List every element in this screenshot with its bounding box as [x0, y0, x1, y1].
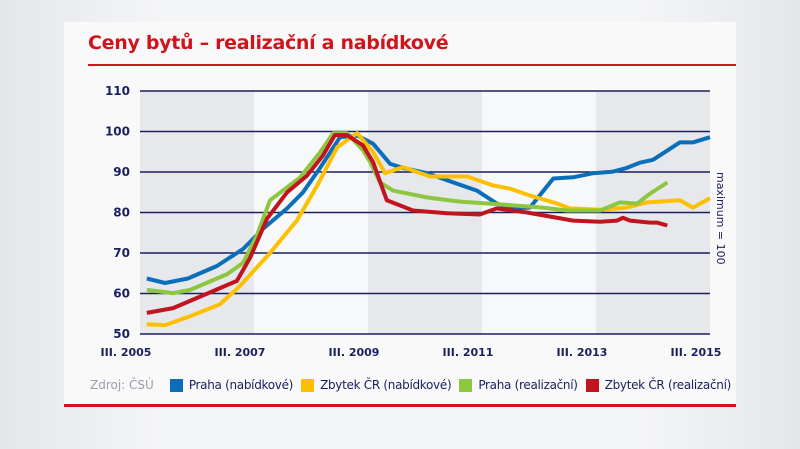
y-tick-label: 50	[113, 327, 130, 341]
legend-label: Zbytek ČR (realizační)	[604, 378, 732, 392]
legend-item: Zbytek ČR (nabídkové)	[301, 378, 452, 392]
legend-swatch	[459, 378, 473, 392]
legend-swatch	[585, 378, 599, 392]
legend-label: Praha (nabídkové)	[188, 378, 294, 392]
legend-label: Zbytek ČR (nabídkové)	[320, 378, 452, 392]
y-axis-label: maximum = 100	[714, 172, 727, 265]
chart-title: Ceny bytů – realizační a nabídkové	[88, 32, 449, 54]
series-line-3	[146, 131, 669, 296]
x-tick-label: III. 2009	[329, 346, 380, 359]
x-tick-label: III. 2013	[557, 346, 608, 359]
legend-item: Praha (realizační)	[459, 378, 578, 392]
legend-label: Praha (realizační)	[478, 378, 578, 392]
y-tick-label: 110	[105, 84, 130, 98]
legend: Zdroj: ČSÚ Praha (nabídkové) Zbytek ČR (…	[90, 378, 739, 392]
y-tick-label: 60	[113, 287, 130, 301]
x-tick-label: III. 2015	[671, 346, 722, 359]
title-divider	[88, 64, 736, 66]
x-tick-label: III. 2007	[215, 346, 266, 359]
series-line-4	[146, 133, 668, 315]
legend-item: Zbytek ČR (realizační)	[585, 378, 732, 392]
y-tick-label: 90	[113, 165, 130, 179]
x-tick-label: III. 2011	[443, 346, 494, 359]
legend-swatch	[169, 378, 183, 392]
y-tick-label: 80	[113, 206, 130, 220]
legend-item: Praha (nabídkové)	[169, 378, 294, 392]
y-tick-label: 100	[105, 125, 130, 139]
y-tick-label: 70	[113, 246, 130, 260]
x-tick-label: III. 2005	[101, 346, 152, 359]
series-line-2	[146, 131, 711, 328]
legend-swatch	[301, 378, 315, 392]
source-note: Zdroj: ČSÚ	[90, 378, 154, 392]
